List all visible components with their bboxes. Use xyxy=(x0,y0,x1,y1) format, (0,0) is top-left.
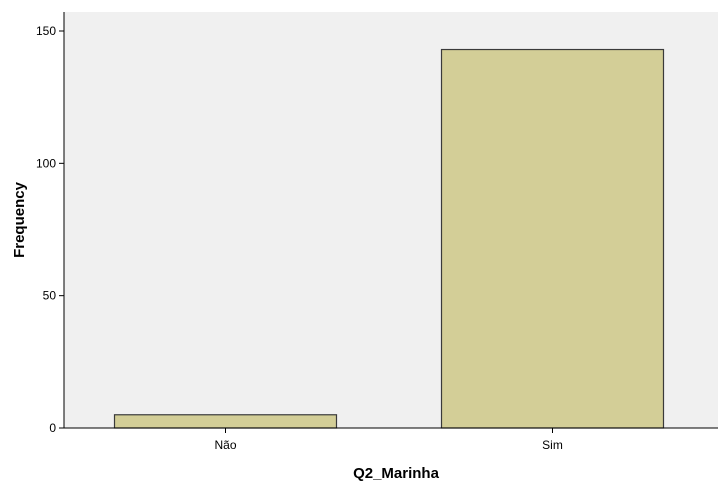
y-tick-label-3: 150 xyxy=(36,24,56,38)
x-tick-label-1: Sim xyxy=(542,438,563,452)
bar-1 xyxy=(440,48,665,429)
y-axis-title: Frequency xyxy=(11,181,28,258)
x-ticks-group: Não Sim xyxy=(214,428,563,452)
y-tick-label-1: 50 xyxy=(43,289,57,303)
y-tick-label-0: 0 xyxy=(49,421,56,435)
bar-0 xyxy=(113,414,338,429)
bars-group xyxy=(113,48,665,429)
x-tick-label-0: Não xyxy=(214,438,236,452)
y-ticks-group: 0 50 100 150 xyxy=(36,24,64,435)
x-axis-title: Q2_Marinha xyxy=(353,465,440,482)
y-tick-label-2: 100 xyxy=(36,156,56,170)
